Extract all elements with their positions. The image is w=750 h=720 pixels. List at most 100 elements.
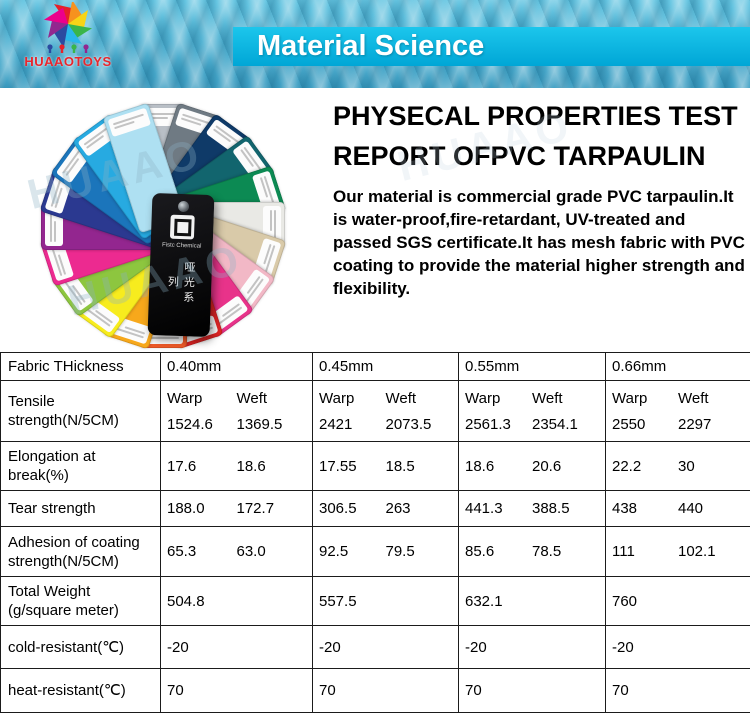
cell-value: 263 — [385, 500, 411, 517]
table-cell: -20 — [312, 625, 459, 669]
table-cell: 504.8 — [160, 576, 313, 626]
tag-series-text: 哑光系列 — [166, 260, 196, 306]
table-cell: 441.3 388.5 — [458, 490, 606, 527]
logo-text: HUAAOTOYS — [24, 54, 112, 69]
cell-value: 306.5 — [319, 500, 357, 517]
intro-paragraph: Our material is commercial grade PVC tar… — [333, 187, 745, 298]
table-cell: 188.0 172.7 — [160, 490, 313, 527]
cell-value: 2354.1 — [532, 415, 578, 433]
row-label: Tear strength — [0, 490, 161, 527]
table-cell: 760 — [605, 576, 750, 626]
grommet-icon — [177, 200, 189, 213]
photo-section: HUAAO HUAAO HUAAO Fistc Chemical 哑光系列 PH… — [0, 88, 750, 352]
company-logo: HUAAOTOYS — [10, 2, 126, 69]
table-cell: 306.5 263 — [312, 490, 459, 527]
spec-table: Fabric THickness 0.40mm 0.45mm 0.55mm 0.… — [0, 352, 750, 713]
row-label: Elongation at break(%) — [0, 441, 161, 491]
table-cell: -20 — [605, 625, 750, 669]
cell-value: Weft 2297 — [678, 390, 744, 433]
tag-brand-icon — [169, 214, 195, 240]
table-cell: 0.45mm — [312, 352, 459, 381]
warp-weft-label: Warp — [612, 389, 648, 407]
table-row: Tear strength 188.0 172.7 306.5 263 441.… — [0, 490, 750, 527]
cell-value: 18.6 — [236, 457, 266, 475]
report-heading-line2: REPORT OFPVC TARPAULIN — [333, 141, 706, 171]
row-label: Fabric THickness — [0, 352, 161, 381]
cell-value: 441.3 — [465, 500, 503, 517]
cell-value: Weft 1369.5 — [237, 390, 307, 433]
cell-value: 2561.3 — [465, 415, 511, 433]
cell-value: 438 — [612, 500, 638, 517]
cell-value: 78.5 — [532, 543, 562, 560]
table-cell: 70 — [160, 668, 313, 713]
table-cell: 0.40mm — [160, 352, 313, 381]
banner-title-bar: Material Science — [233, 27, 750, 66]
cell-value: 2421 — [319, 415, 353, 433]
cell-value: 440 — [678, 500, 704, 517]
cell-value: 111 — [612, 543, 635, 560]
cell-value: 22.2 — [612, 457, 642, 475]
cell-value: 18.6 — [465, 457, 495, 475]
color-card-hang-tag: Fistc Chemical 哑光系列 — [147, 192, 215, 338]
report-heading-line1: PHYSECAL PROPERTIES TEST — [333, 101, 738, 131]
row-label: Tensile strength(N/5CM) — [0, 380, 161, 442]
row-label: cold-resistant(℃) — [0, 625, 161, 669]
cell-value: 17.6 — [167, 457, 197, 475]
warp-weft-label: Warp — [465, 389, 501, 407]
table-cell: 18.6 20.6 — [458, 441, 606, 491]
cell-value: Warp 2561.3 — [465, 390, 532, 433]
cell-value: 63.0 — [236, 543, 266, 560]
table-cell: 70 — [312, 668, 459, 713]
top-banner: HUAAOTOYS Material Science — [0, 0, 750, 88]
table-cell: 17.55 18.5 — [312, 441, 459, 491]
table-cell: -20 — [458, 625, 606, 669]
table-cell: 22.2 30 — [605, 441, 750, 491]
cell-value: Warp 1524.6 — [167, 390, 237, 433]
warp-weft-label: Weft — [236, 389, 268, 407]
table-row: Total Weight (g/square meter) 504.8 557.… — [0, 576, 750, 626]
cell-value: Weft 2073.5 — [386, 390, 453, 433]
table-cell: 632.1 — [458, 576, 606, 626]
table-cell: 0.55mm — [458, 352, 606, 381]
cell-value: 92.5 — [319, 543, 349, 560]
cell-value: 85.6 — [465, 543, 495, 560]
table-cell: 70 — [458, 668, 606, 713]
cell-value: 102.1 — [678, 543, 716, 560]
cell-value: 188.0 — [167, 500, 205, 517]
table-cell: 70 — [605, 668, 750, 713]
cell-value: 2550 — [612, 415, 646, 433]
table-cell: 85.6 78.5 — [458, 526, 606, 577]
cell-value: 79.5 — [385, 543, 415, 560]
row-label: Total Weight (g/square meter) — [0, 576, 161, 626]
table-cell: Warp 1524.6 Weft 1369.5 — [160, 380, 313, 442]
table-cell: 92.5 79.5 — [312, 526, 459, 577]
cell-value: Warp 2550 — [612, 390, 678, 433]
table-cell: Warp 2550 Weft 2297 — [605, 380, 750, 442]
table-cell: 557.5 — [312, 576, 459, 626]
warp-weft-label: Warp — [319, 389, 355, 407]
warp-weft-label: Weft — [385, 389, 417, 407]
table-row: Tensile strength(N/5CM) Warp 1524.6 Weft… — [0, 380, 750, 442]
table-cell: 65.3 63.0 — [160, 526, 313, 577]
table-cell: 17.6 18.6 — [160, 441, 313, 491]
cell-value: Warp 2421 — [319, 390, 386, 433]
cell-value: 2297 — [678, 415, 712, 433]
cell-value: 2073.5 — [385, 415, 432, 433]
table-row: cold-resistant(℃) -20 -20 -20 -20 — [0, 625, 750, 669]
warp-weft-label: Weft — [678, 389, 709, 407]
table-row: Fabric THickness 0.40mm 0.45mm 0.55mm 0.… — [0, 352, 750, 381]
table-row: Adhesion of coating strength(N/5CM) 65.3… — [0, 526, 750, 577]
row-label: heat-resistant(℃) — [0, 668, 161, 713]
cell-value: 17.55 — [319, 457, 357, 475]
cell-value: 30 — [678, 457, 695, 475]
warp-weft-label: Warp — [167, 389, 203, 407]
cell-value: Weft 2354.1 — [532, 390, 599, 433]
cell-value: 1524.6 — [167, 415, 213, 433]
cell-value: 65.3 — [167, 543, 197, 560]
cell-value: 18.5 — [385, 457, 415, 475]
page-title: Material Science — [257, 30, 485, 62]
cell-value: 20.6 — [532, 457, 562, 475]
warp-weft-label: Weft — [532, 389, 563, 407]
cell-value: 388.5 — [532, 500, 570, 517]
intro-block: PHYSECAL PROPERTIES TEST REPORT OFPVC TA… — [333, 96, 747, 300]
